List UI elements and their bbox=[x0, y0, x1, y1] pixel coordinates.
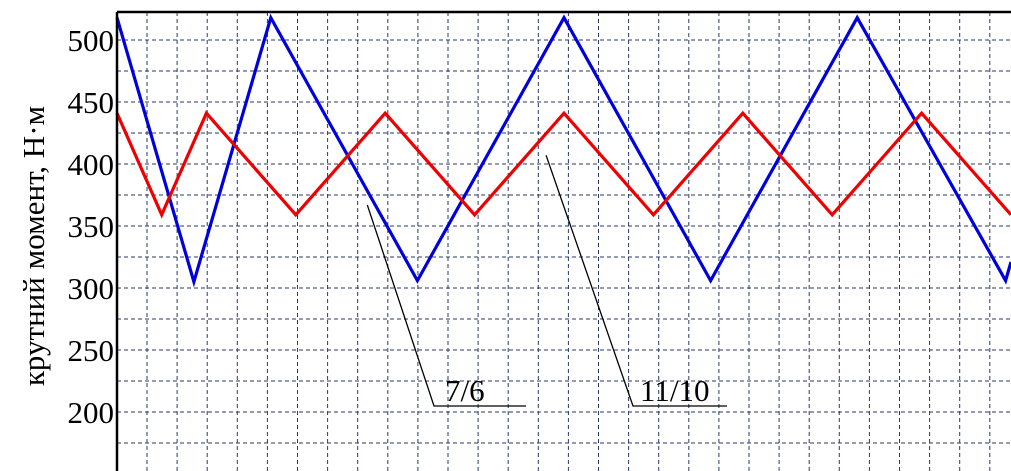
y-tick-label: 250 bbox=[68, 333, 115, 368]
series-layer bbox=[115, 13, 1011, 288]
annotation-leader-line bbox=[545, 155, 727, 407]
annotation-layer: 7/6 11/10 bbox=[366, 155, 727, 408]
y-tick-labels: 500 450 400 350 300 250 200 bbox=[68, 23, 115, 430]
grid-lines bbox=[117, 12, 1011, 471]
y-tick-label: 200 bbox=[68, 395, 115, 430]
y-tick-label: 300 bbox=[68, 271, 115, 306]
series-line-2 bbox=[115, 110, 1011, 219]
annotation-label: 7/6 bbox=[445, 373, 485, 408]
series-line-1 bbox=[115, 13, 1011, 288]
y-tick-label: 450 bbox=[68, 85, 115, 120]
y-tick-label: 400 bbox=[68, 147, 115, 182]
annotation-leader-line bbox=[366, 204, 526, 407]
axis-layer bbox=[115, 10, 1011, 471]
y-tick-label: 500 bbox=[68, 23, 115, 58]
y-axis-label: крутний момент, Н·м bbox=[16, 106, 51, 386]
annotation-label: 11/10 bbox=[640, 373, 709, 408]
y-tick-label: 350 bbox=[68, 209, 115, 244]
